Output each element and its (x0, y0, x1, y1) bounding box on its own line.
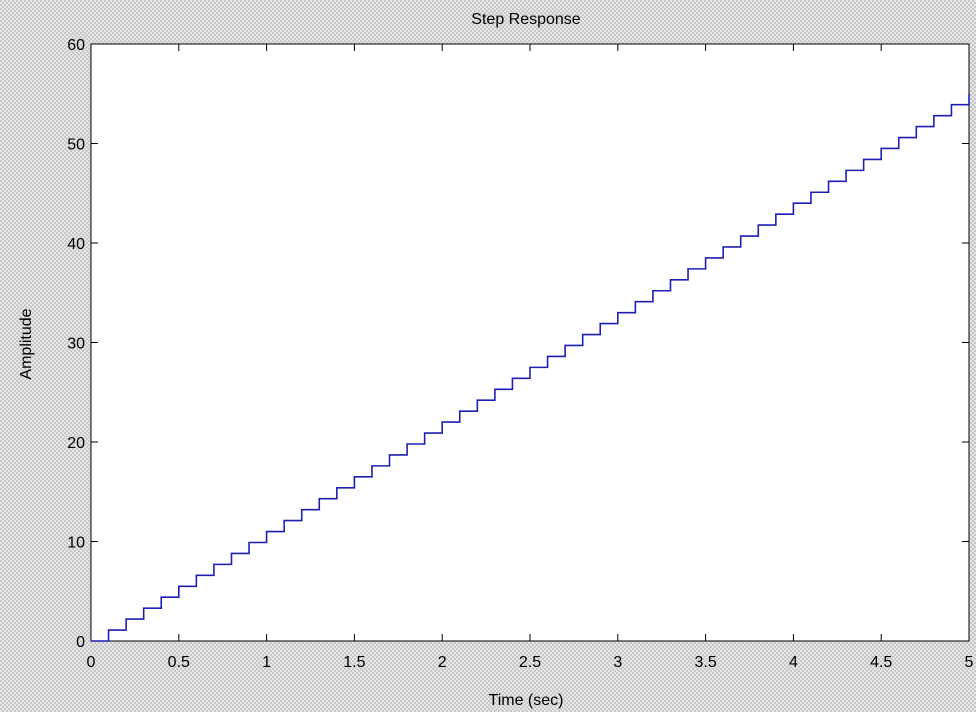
y-tick-label: 50 (67, 137, 85, 154)
x-tick-label: 3.5 (694, 654, 716, 671)
y-tick-label: 40 (67, 236, 85, 253)
x-tick-label: 4 (789, 654, 798, 671)
chart-title: Step Response (471, 11, 581, 28)
x-axis-label: Time (sec) (489, 692, 564, 709)
x-tick-label: 2.5 (519, 654, 541, 671)
x-tick-label: 0 (87, 654, 96, 671)
y-tick-label: 0 (76, 634, 85, 651)
step-response-line (91, 93, 970, 642)
x-tick-label: 1.5 (343, 654, 365, 671)
y-tick-label: 10 (67, 535, 85, 552)
x-tick-label: 1 (262, 654, 271, 671)
x-tick-label: 0.5 (168, 654, 190, 671)
y-tick-label: 20 (67, 435, 85, 452)
x-tick-label: 5 (965, 654, 974, 671)
x-tick-label: 3 (613, 654, 622, 671)
plot-area (90, 43, 970, 642)
x-tick-label: 2 (438, 654, 447, 671)
y-tick-label: 30 (67, 336, 85, 353)
x-tick-label: 4.5 (870, 654, 892, 671)
y-tick-label: 60 (67, 37, 85, 54)
y-axis-label: Amplitude (18, 308, 35, 379)
